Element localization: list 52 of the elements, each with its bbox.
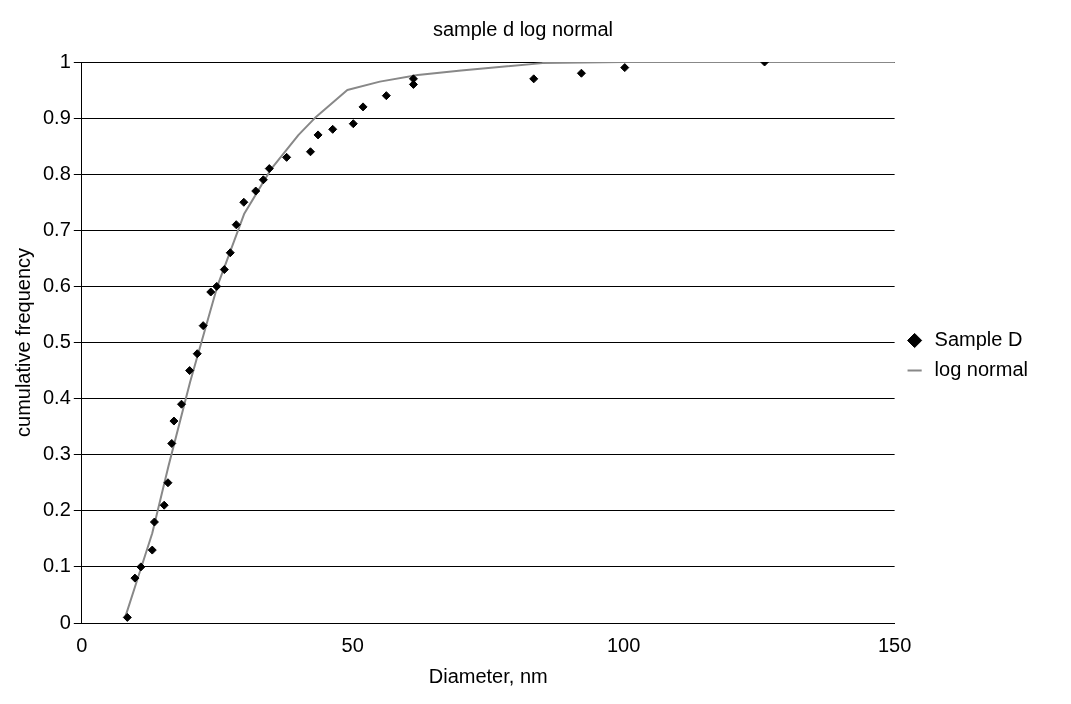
y-tick-label: 0.1 (42, 554, 71, 577)
x-tick-label: 100 (606, 633, 641, 656)
point (620, 63, 630, 73)
point (529, 74, 539, 84)
point (264, 164, 274, 174)
point (206, 287, 216, 297)
point (225, 248, 235, 258)
point (219, 265, 229, 275)
point (231, 220, 241, 230)
y-tick-label: 0.2 (42, 498, 71, 521)
y-tick-label: 0.5 (42, 330, 71, 353)
y-tick-label: 1 (59, 49, 71, 72)
legend-label: Sample D (934, 328, 1023, 351)
point (576, 68, 586, 78)
y-tick-label: 0.3 (42, 442, 71, 465)
x-tick-label: 0 (76, 633, 88, 656)
point (136, 562, 146, 572)
point (163, 478, 173, 488)
y-tick-label: 0.9 (42, 105, 71, 128)
y-axis-title: cumulative frequency (11, 248, 34, 437)
point (251, 186, 261, 196)
point (282, 152, 292, 162)
point (185, 366, 195, 376)
x-axis-title: Diameter, nm (428, 664, 548, 687)
x-tick-label: 150 (877, 633, 912, 656)
point (198, 321, 208, 331)
legend-label: log normal (934, 358, 1029, 381)
y-tick-label: 0.4 (42, 386, 71, 409)
y-tick-label: 0 (59, 610, 71, 633)
point (149, 517, 159, 527)
point (328, 124, 338, 134)
point (159, 500, 169, 510)
point (381, 91, 391, 101)
point (167, 438, 177, 448)
point (358, 102, 368, 112)
y-tick-label: 0.8 (42, 161, 71, 184)
x-tick-label: 50 (341, 633, 364, 656)
point (122, 612, 132, 622)
chart-title: sample d log normal (432, 17, 614, 40)
y-tick-label: 0.6 (42, 273, 71, 296)
y-tick-label: 0.7 (42, 217, 71, 240)
point (169, 416, 179, 426)
point (147, 545, 157, 555)
point (239, 197, 249, 207)
point (212, 281, 222, 291)
point (313, 130, 323, 140)
point (305, 147, 315, 157)
point (177, 399, 187, 409)
point (258, 175, 268, 185)
point (348, 119, 358, 129)
point (130, 573, 140, 583)
point (192, 349, 202, 359)
